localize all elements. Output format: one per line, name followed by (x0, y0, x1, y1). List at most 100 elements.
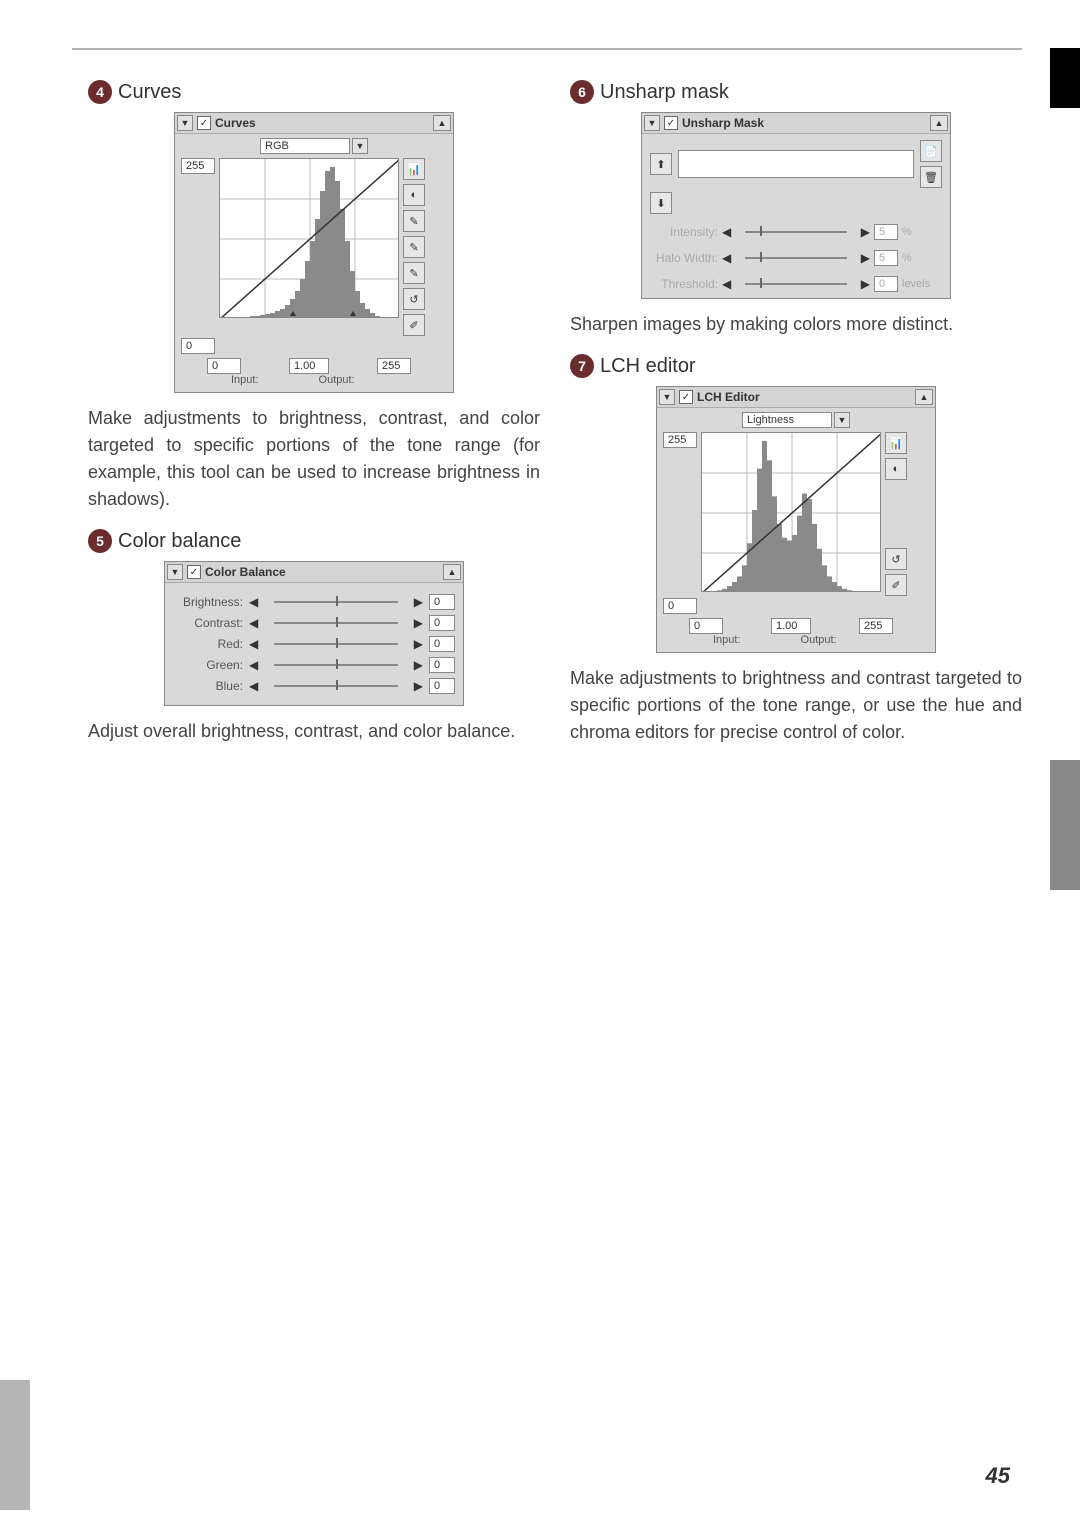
decrease-icon[interactable]: ◀ (249, 595, 258, 609)
curves-histogram[interactable] (219, 158, 399, 318)
save-icon[interactable]: ✐ (885, 574, 907, 596)
panel-menu-button[interactable]: ▼ (177, 115, 193, 131)
x-max-field[interactable]: 255 (377, 358, 411, 374)
decrease-icon[interactable]: ◀ (249, 616, 258, 630)
increase-icon[interactable]: ▶ (861, 225, 870, 239)
trash-icon[interactable]: 🗑 (920, 166, 942, 188)
reset-icon[interactable]: ↺ (885, 548, 907, 570)
lch-x-max-field[interactable]: 255 (859, 618, 893, 634)
collapse-button[interactable]: ▲ (915, 389, 933, 405)
move-up-icon[interactable]: ⬆ (650, 153, 672, 175)
increase-icon[interactable]: ▶ (414, 658, 423, 672)
x-min-field[interactable]: 0 (207, 358, 241, 374)
output-label: Output: (319, 374, 355, 386)
um-value[interactable]: 5 (874, 224, 898, 240)
title-unsharp: Unsharp mask (600, 81, 729, 104)
y-max-field[interactable]: 255 (181, 158, 215, 174)
um-body: ⬆ 📄 🗑 ⬇ Intensity: ◀ ▶ 5 % Halo Width: ◀… (642, 134, 950, 298)
section-head-lch: 7 LCH editor (570, 354, 1022, 378)
curves-panel-header: ▼ ✓ Curves ▲ (175, 113, 453, 134)
lch-channel-select[interactable]: Lightness (742, 412, 832, 428)
black-edge-tab (1050, 48, 1080, 108)
lch-dropdown-icon[interactable]: ▼ (834, 412, 850, 428)
right-column: 6 Unsharp mask ▼ ✓ Unsharp Mask ▲ ⬆ 📄 🗑 (570, 80, 1022, 746)
save-icon[interactable]: ✐ (403, 314, 425, 336)
cb-slider[interactable] (264, 599, 408, 605)
um-unit: levels (902, 278, 942, 290)
um-panel-title: Unsharp Mask (682, 116, 764, 130)
black-eyedropper-icon[interactable]: ✎ (403, 262, 425, 284)
reset-icon[interactable]: ↺ (403, 288, 425, 310)
cb-slider[interactable] (264, 620, 408, 626)
y-min-field[interactable]: 0 (181, 338, 215, 354)
lch-body: Lightness ▼ 255 (657, 408, 935, 652)
um-row: Halo Width: ◀ ▶ 5 % (650, 250, 942, 266)
cb-value[interactable]: 0 (429, 657, 455, 673)
gray-eyedropper-icon[interactable]: ✎ (403, 236, 425, 258)
x-mid-field[interactable]: 1.00 (289, 358, 329, 374)
histogram-icon[interactable]: 📊 (885, 432, 907, 454)
cb-value[interactable]: 0 (429, 594, 455, 610)
collapse-button[interactable]: ▲ (433, 115, 451, 131)
decrease-icon[interactable]: ◀ (249, 658, 258, 672)
cb-slider[interactable] (264, 662, 408, 668)
lch-x-min-field[interactable]: 0 (689, 618, 723, 634)
curves-hist-svg (220, 159, 399, 318)
cb-value[interactable]: 0 (429, 636, 455, 652)
increase-icon[interactable]: ▶ (414, 637, 423, 651)
move-down-icon[interactable]: ⬇ (650, 192, 672, 214)
um-panel-header: ▼ ✓ Unsharp Mask ▲ (642, 113, 950, 134)
input-label: Input: (231, 374, 259, 386)
decrease-icon[interactable]: ◀ (722, 225, 731, 239)
cb-value[interactable]: 0 (429, 615, 455, 631)
um-slider[interactable] (735, 281, 857, 287)
lch-x-mid-field[interactable]: 1.00 (771, 618, 811, 634)
um-slider[interactable] (735, 229, 857, 235)
decrease-icon[interactable]: ◀ (722, 251, 731, 265)
contrast-icon[interactable]: ◐ (403, 184, 425, 206)
um-slider[interactable] (735, 255, 857, 261)
section-head-curves: 4 Curves (88, 80, 540, 104)
lch-tool-column: 📊 ◐ ↺ ✐ (885, 432, 907, 596)
decrease-icon[interactable]: ◀ (249, 679, 258, 693)
histogram-icon[interactable]: 📊 (403, 158, 425, 180)
lch-desc: Make adjustments to brightness and contr… (570, 665, 1022, 746)
new-icon[interactable]: 📄 (920, 140, 942, 162)
panel-menu-button[interactable]: ▼ (659, 389, 675, 405)
cb-label: Blue: (173, 679, 243, 693)
um-unit: % (902, 226, 942, 238)
lch-y-min-field[interactable]: 0 (663, 598, 697, 614)
collapse-button[interactable]: ▲ (443, 564, 461, 580)
lch-checkbox[interactable]: ✓ (679, 390, 693, 404)
increase-icon[interactable]: ▶ (414, 679, 423, 693)
white-eyedropper-icon[interactable]: ✎ (403, 210, 425, 232)
cb-value[interactable]: 0 (429, 678, 455, 694)
lch-panel: ▼ ✓ LCH Editor ▲ Lightness ▼ 255 (656, 386, 936, 653)
um-list[interactable] (678, 150, 914, 178)
um-checkbox[interactable]: ✓ (664, 116, 678, 130)
channel-select[interactable]: RGB (260, 138, 350, 154)
lch-y-max-field[interactable]: 255 (663, 432, 697, 448)
panel-menu-button[interactable]: ▼ (644, 115, 660, 131)
um-value[interactable]: 5 (874, 250, 898, 266)
um-value[interactable]: 0 (874, 276, 898, 292)
increase-icon[interactable]: ▶ (414, 595, 423, 609)
contrast-icon[interactable]: ◐ (885, 458, 907, 480)
cb-slider[interactable] (264, 683, 408, 689)
top-rule (72, 48, 1022, 50)
collapse-button[interactable]: ▲ (930, 115, 948, 131)
um-unit: % (902, 252, 942, 264)
increase-icon[interactable]: ▶ (414, 616, 423, 630)
left-edge-bar (0, 1380, 30, 1510)
lch-histogram[interactable] (701, 432, 881, 592)
increase-icon[interactable]: ▶ (861, 277, 870, 291)
panel-menu-button[interactable]: ▼ (167, 564, 183, 580)
cb-checkbox[interactable]: ✓ (187, 565, 201, 579)
decrease-icon[interactable]: ◀ (722, 277, 731, 291)
cb-panel-title: Color Balance (205, 565, 286, 579)
increase-icon[interactable]: ▶ (861, 251, 870, 265)
curves-checkbox[interactable]: ✓ (197, 116, 211, 130)
cb-slider[interactable] (264, 641, 408, 647)
channel-dropdown-icon[interactable]: ▼ (352, 138, 368, 154)
decrease-icon[interactable]: ◀ (249, 637, 258, 651)
